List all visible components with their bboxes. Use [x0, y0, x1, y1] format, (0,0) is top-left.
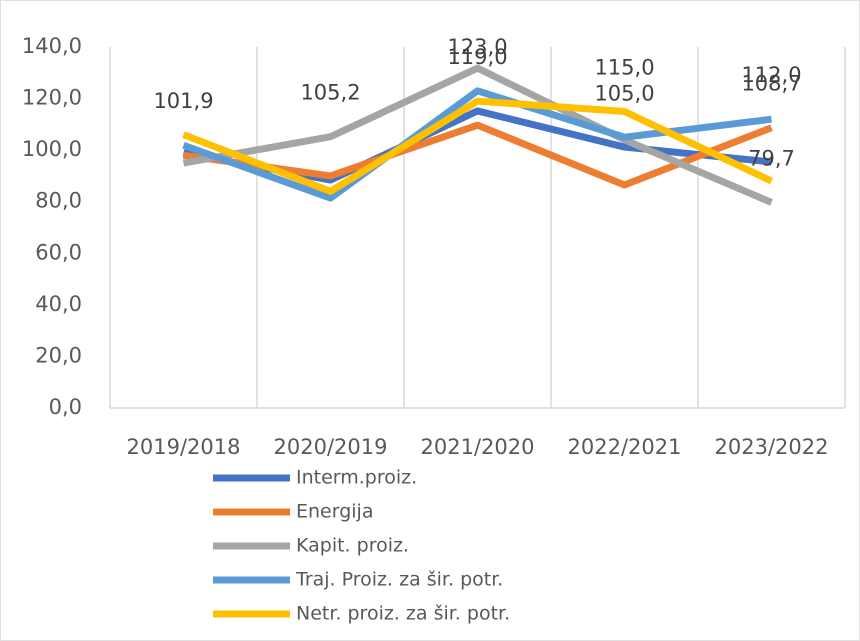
- x-tick-label: 2022/2021: [568, 435, 682, 459]
- data-label: 115,0: [594, 55, 654, 79]
- x-tick-label: 2023/2022: [715, 435, 829, 459]
- legend-label: Traj. Proiz. za šir. potr.: [295, 569, 503, 591]
- legend-label: Kapit. proiz.: [296, 535, 409, 557]
- series-line: [182, 64, 773, 206]
- legend-label: Netr. proiz. za šir. potr.: [296, 603, 510, 625]
- data-label: 101,9: [153, 89, 213, 113]
- data-label: 79,7: [748, 146, 795, 170]
- y-tick-label: 80,0: [35, 189, 82, 213]
- y-tick-label: 0,0: [49, 395, 82, 419]
- data-label: 112,0: [741, 63, 801, 87]
- data-label: 119,0: [447, 45, 507, 69]
- data-label: 123,0: [447, 35, 507, 59]
- data-label: 108,7: [741, 72, 801, 96]
- series-line: [182, 97, 773, 195]
- y-tick-label: 20,0: [35, 343, 82, 367]
- y-tick-label: 40,0: [35, 292, 82, 316]
- y-tick-label: 60,0: [35, 240, 82, 264]
- data-label: 105,2: [300, 81, 360, 105]
- y-tick-label: 100,0: [22, 137, 82, 161]
- legend-label: Interm.proiz.: [296, 467, 417, 489]
- x-tick-label: 2020/2019: [274, 435, 388, 459]
- y-tick-label: 140,0: [22, 34, 82, 58]
- y-tick-label: 120,0: [22, 86, 82, 110]
- legend-label: Energija: [296, 501, 373, 523]
- x-tick-label: 2021/2020: [421, 435, 535, 459]
- x-tick-label: 2019/2018: [127, 435, 241, 459]
- data-label: 105,0: [594, 81, 654, 105]
